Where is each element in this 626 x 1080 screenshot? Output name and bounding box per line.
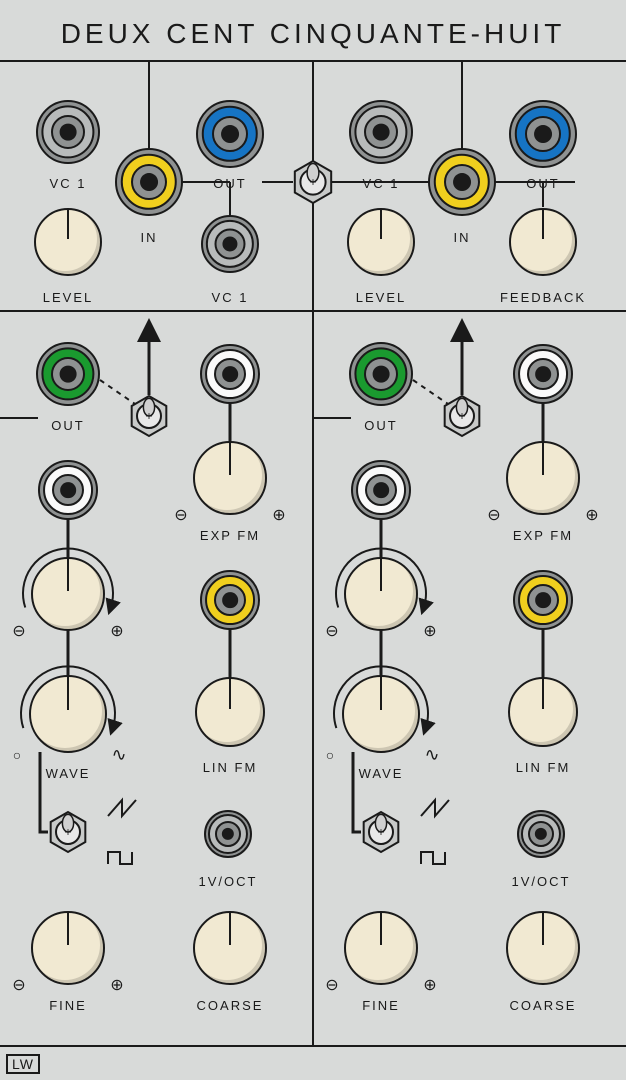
voct-jack[interactable] — [206, 812, 250, 856]
voct-jack-label: 1V/OCT — [512, 874, 571, 889]
in-jack[interactable] — [430, 150, 494, 214]
osc-out-jack[interactable] — [351, 344, 411, 404]
svg-text:+: + — [145, 409, 152, 423]
expfm-knob[interactable] — [506, 441, 580, 515]
osc-range-switch[interactable]: + — [445, 396, 480, 436]
out-jack-label: OUT — [526, 176, 559, 191]
wavecv-knob[interactable] — [344, 557, 418, 631]
coarse-knob[interactable] — [506, 911, 580, 985]
in-jack-label: IN — [454, 230, 471, 245]
in-jack[interactable] — [117, 150, 181, 214]
symbol: ⊕ — [110, 975, 123, 995]
symbol: ⊖ — [325, 621, 338, 641]
symbol: ∿ — [424, 745, 439, 766]
symbol: ○ — [326, 747, 334, 763]
symbol: ∿ — [111, 745, 126, 766]
svg-text:+: + — [458, 409, 465, 423]
linfm-knob[interactable] — [195, 677, 265, 747]
wave-knob-label: WAVE — [46, 766, 91, 781]
voct-jack[interactable] — [519, 812, 563, 856]
out-jack-label: OUT — [213, 176, 246, 191]
wave-knob[interactable] — [29, 675, 107, 753]
in-jack-label: IN — [141, 230, 158, 245]
level-knob[interactable] — [34, 208, 102, 276]
linfm-knob[interactable] — [508, 677, 578, 747]
level-knob-label: LEVEL — [356, 290, 406, 305]
wave-cv-jack[interactable] — [40, 462, 96, 518]
symbol: ⊕ — [423, 621, 436, 641]
coarse-knob[interactable] — [193, 911, 267, 985]
coarse-knob-label: COARSE — [510, 998, 577, 1013]
svg-text:+: + — [309, 175, 316, 189]
symbol: ⊖ — [174, 505, 187, 525]
symbol: ⊕ — [110, 621, 123, 641]
wave-shape-switch[interactable]: + — [364, 812, 399, 852]
expfm-knob-label: EXP FM — [200, 528, 260, 543]
center-link-switch[interactable]: + — [295, 161, 331, 203]
fine-knob-label: FINE — [362, 998, 400, 1013]
level-knob-label: LEVEL — [43, 290, 93, 305]
symbol: ○ — [13, 747, 21, 763]
expfm-knob-label: EXP FM — [513, 528, 573, 543]
osc-out-jack-label: OUT — [51, 418, 84, 433]
linfm-in-jack[interactable] — [202, 572, 258, 628]
linfm-knob-label: LIN FM — [203, 760, 258, 775]
expfm-in-jack[interactable] — [202, 346, 258, 402]
expfm-in-jack[interactable] — [515, 346, 571, 402]
vc1-jack-label: VC 1 — [363, 176, 400, 191]
symbol: ⊖ — [12, 975, 25, 995]
symbol: ⊖ — [325, 975, 338, 995]
fine-knob[interactable] — [344, 911, 418, 985]
right-top-knob[interactable] — [509, 208, 577, 276]
symbol: ⊕ — [585, 505, 598, 525]
symbol: ⊕ — [272, 505, 285, 525]
coarse-knob-label: COARSE — [197, 998, 264, 1013]
osc-range-switch[interactable]: + — [132, 396, 167, 436]
out-jack[interactable] — [198, 102, 262, 166]
osc-out-jack-label: OUT — [364, 418, 397, 433]
svg-text:+: + — [377, 825, 384, 839]
vc2-label: VC 1 — [212, 290, 249, 305]
voct-jack-label: 1V/OCT — [199, 874, 258, 889]
wave-shape-switch[interactable]: + — [51, 812, 86, 852]
osc-out-jack[interactable] — [38, 344, 98, 404]
wave-knob-label: WAVE — [359, 766, 404, 781]
symbol: ⊖ — [487, 505, 500, 525]
vc1-jack-label: VC 1 — [50, 176, 87, 191]
vc1-jack[interactable] — [38, 102, 98, 162]
linfm-knob-label: LIN FM — [516, 760, 571, 775]
expfm-knob[interactable] — [193, 441, 267, 515]
feedback-label: FEEDBACK — [500, 290, 586, 305]
level-knob[interactable] — [347, 208, 415, 276]
symbol: ⊕ — [423, 975, 436, 995]
fine-knob-label: FINE — [49, 998, 87, 1013]
wave-knob[interactable] — [342, 675, 420, 753]
wavecv-knob[interactable] — [31, 557, 105, 631]
svg-text:+: + — [64, 825, 71, 839]
wave-cv-jack[interactable] — [353, 462, 409, 518]
symbol: ⊖ — [12, 621, 25, 641]
fine-knob[interactable] — [31, 911, 105, 985]
maker-logo: LW — [6, 1054, 40, 1074]
vc1-jack[interactable] — [351, 102, 411, 162]
out-jack[interactable] — [511, 102, 575, 166]
vc2-jack[interactable] — [203, 217, 257, 271]
linfm-in-jack[interactable] — [515, 572, 571, 628]
